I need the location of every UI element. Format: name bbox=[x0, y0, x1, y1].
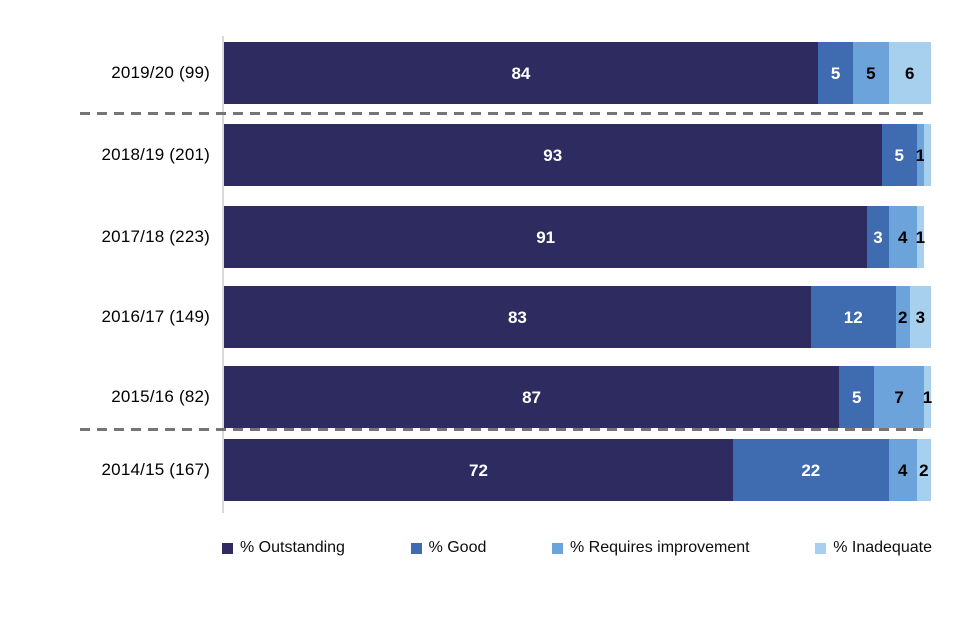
legend-item-outstanding: % Outstanding bbox=[222, 539, 345, 557]
segment-value-label: 5 bbox=[866, 63, 876, 83]
bar-segment-inadequate: 1 bbox=[922, 366, 933, 428]
bar-segment-good: 3 bbox=[867, 206, 889, 268]
segment-value-label: 22 bbox=[801, 460, 821, 480]
bar-segment-outstanding: 83 bbox=[224, 286, 811, 348]
dashed-separator-bottom bbox=[80, 428, 929, 431]
segment-value-label: 1 bbox=[915, 145, 926, 165]
segment-value-label: 2 bbox=[897, 307, 908, 327]
category-label: 2019/20 (99) bbox=[111, 63, 210, 82]
bar-segment-good: 12 bbox=[810, 286, 896, 348]
bar-segment-requires-improvement: 4 bbox=[888, 206, 917, 268]
stacked-bar: 83 12 2 3 bbox=[224, 286, 931, 348]
bar-segment-requires-improvement: 2 bbox=[895, 286, 910, 348]
bar-segment-inadequate: 1 bbox=[915, 206, 926, 268]
stacked-bar: 91 3 4 1 bbox=[224, 206, 931, 268]
bar-segment-good: 5 bbox=[881, 124, 917, 186]
segment-value-label: 3 bbox=[873, 227, 883, 247]
segment-value-label: 6 bbox=[905, 63, 915, 83]
bar-segment-good: 5 bbox=[817, 42, 854, 104]
bar-segment-outstanding: 72 bbox=[224, 439, 734, 501]
segment-value-label: 1 bbox=[915, 227, 926, 247]
chart-row: 2019/20 (99) 84 5 5 6 bbox=[0, 42, 931, 104]
legend-item-requires-improvement: % Requires improvement bbox=[551, 539, 750, 557]
legend-item-inadequate: % Inadequate bbox=[815, 539, 932, 557]
segment-value-label: 5 bbox=[894, 145, 904, 165]
category-axis-line bbox=[222, 36, 224, 513]
bar-segment-inadequate: 2 bbox=[916, 439, 931, 501]
bar-segment-outstanding: 87 bbox=[224, 366, 840, 428]
bar-segment-outstanding: 91 bbox=[224, 206, 868, 268]
bar-segment-requires-improvement: 7 bbox=[874, 366, 924, 428]
segment-value-label: 1 bbox=[922, 387, 933, 407]
bar-segment-inadequate: 6 bbox=[888, 42, 931, 104]
stacked-bar: 72 22 4 2 bbox=[224, 439, 931, 501]
stacked-bar: 84 5 5 6 bbox=[224, 42, 931, 104]
segment-value-label: 93 bbox=[543, 145, 563, 165]
segment-value-label: 5 bbox=[830, 63, 841, 83]
legend-label-good: % Good bbox=[428, 539, 487, 556]
legend-swatch-good-icon bbox=[410, 542, 422, 554]
chart-row: 2017/18 (223) 91 3 4 1 bbox=[0, 206, 930, 268]
category-label: 2015/16 (82) bbox=[111, 387, 210, 406]
legend-swatch-outstanding-icon bbox=[222, 542, 233, 554]
segment-value-label: 3 bbox=[915, 307, 926, 327]
segment-value-label: 4 bbox=[897, 460, 908, 480]
bar-segment-outstanding: 84 bbox=[224, 42, 818, 104]
segment-value-label: 72 bbox=[469, 460, 488, 480]
legend-label-requires-improvement: % Requires improvement bbox=[569, 539, 750, 556]
stacked-bar: 93 5 1 bbox=[224, 124, 931, 186]
legend-swatch-inadequate-icon bbox=[815, 542, 827, 554]
category-label: 2014/15 (167) bbox=[101, 460, 210, 479]
bar-segment-requires-improvement: 1 bbox=[915, 124, 926, 186]
legend: % Outstanding % Good % Requires improvem… bbox=[222, 537, 932, 559]
chart-row: 2018/19 (201) 93 5 1 bbox=[0, 124, 931, 186]
bar-segment-inadequate bbox=[923, 124, 931, 186]
category-label: 2017/18 (223) bbox=[101, 227, 210, 246]
bar-segment-requires-improvement: 4 bbox=[888, 439, 917, 501]
segment-value-label: 5 bbox=[852, 387, 862, 407]
category-label: 2016/17 (149) bbox=[101, 307, 210, 326]
legend-item-good: % Good bbox=[410, 539, 487, 557]
segment-value-label: 91 bbox=[536, 227, 556, 247]
segment-value-label: 84 bbox=[511, 63, 531, 83]
chart-row: 2015/16 (82) 87 5 7 1 bbox=[0, 366, 933, 428]
segment-value-label: 87 bbox=[522, 387, 541, 407]
segment-value-label: 7 bbox=[894, 387, 904, 407]
bar-segment-good: 22 bbox=[733, 439, 889, 501]
legend-label-outstanding: % Outstanding bbox=[240, 539, 345, 556]
segment-value-label: 12 bbox=[843, 307, 863, 327]
segment-value-label: 4 bbox=[897, 227, 908, 247]
legend-swatch-requires-improvement-icon bbox=[551, 542, 563, 554]
segment-value-label: 2 bbox=[919, 460, 929, 480]
segment-value-label: 83 bbox=[507, 307, 527, 327]
category-label: 2018/19 (201) bbox=[101, 145, 210, 164]
stacked-bar: 87 5 7 1 bbox=[224, 366, 933, 428]
bar-segment-good: 5 bbox=[839, 366, 875, 428]
legend-label-inadequate: % Inadequate bbox=[833, 539, 932, 556]
chart-row: 2014/15 (167) 72 22 4 2 bbox=[0, 439, 931, 501]
bar-segment-requires-improvement: 5 bbox=[853, 42, 889, 104]
bar-segment-outstanding: 93 bbox=[224, 124, 882, 186]
dashed-separator-top bbox=[80, 112, 929, 115]
bar-segment-inadequate: 3 bbox=[909, 286, 931, 348]
chart-row: 2016/17 (149) 83 12 2 3 bbox=[0, 286, 931, 348]
